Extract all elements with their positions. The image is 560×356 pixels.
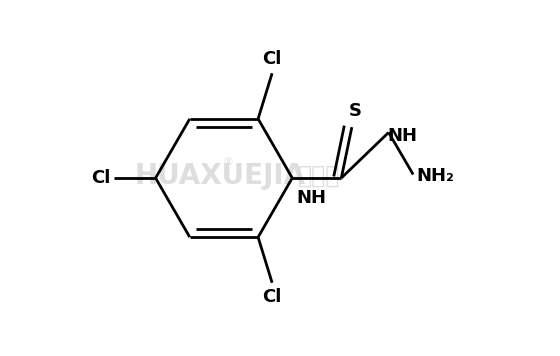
Text: ®: ® <box>222 157 233 167</box>
Text: S: S <box>349 102 362 120</box>
Text: Cl: Cl <box>263 288 282 306</box>
Text: Cl: Cl <box>263 50 282 68</box>
Text: NH₂: NH₂ <box>417 167 455 185</box>
Text: 化学加: 化学加 <box>297 164 340 188</box>
Text: NH: NH <box>387 127 417 145</box>
Text: HUAXUEJIA: HUAXUEJIA <box>135 162 306 190</box>
Text: NH: NH <box>297 189 326 206</box>
Text: Cl: Cl <box>91 169 110 187</box>
